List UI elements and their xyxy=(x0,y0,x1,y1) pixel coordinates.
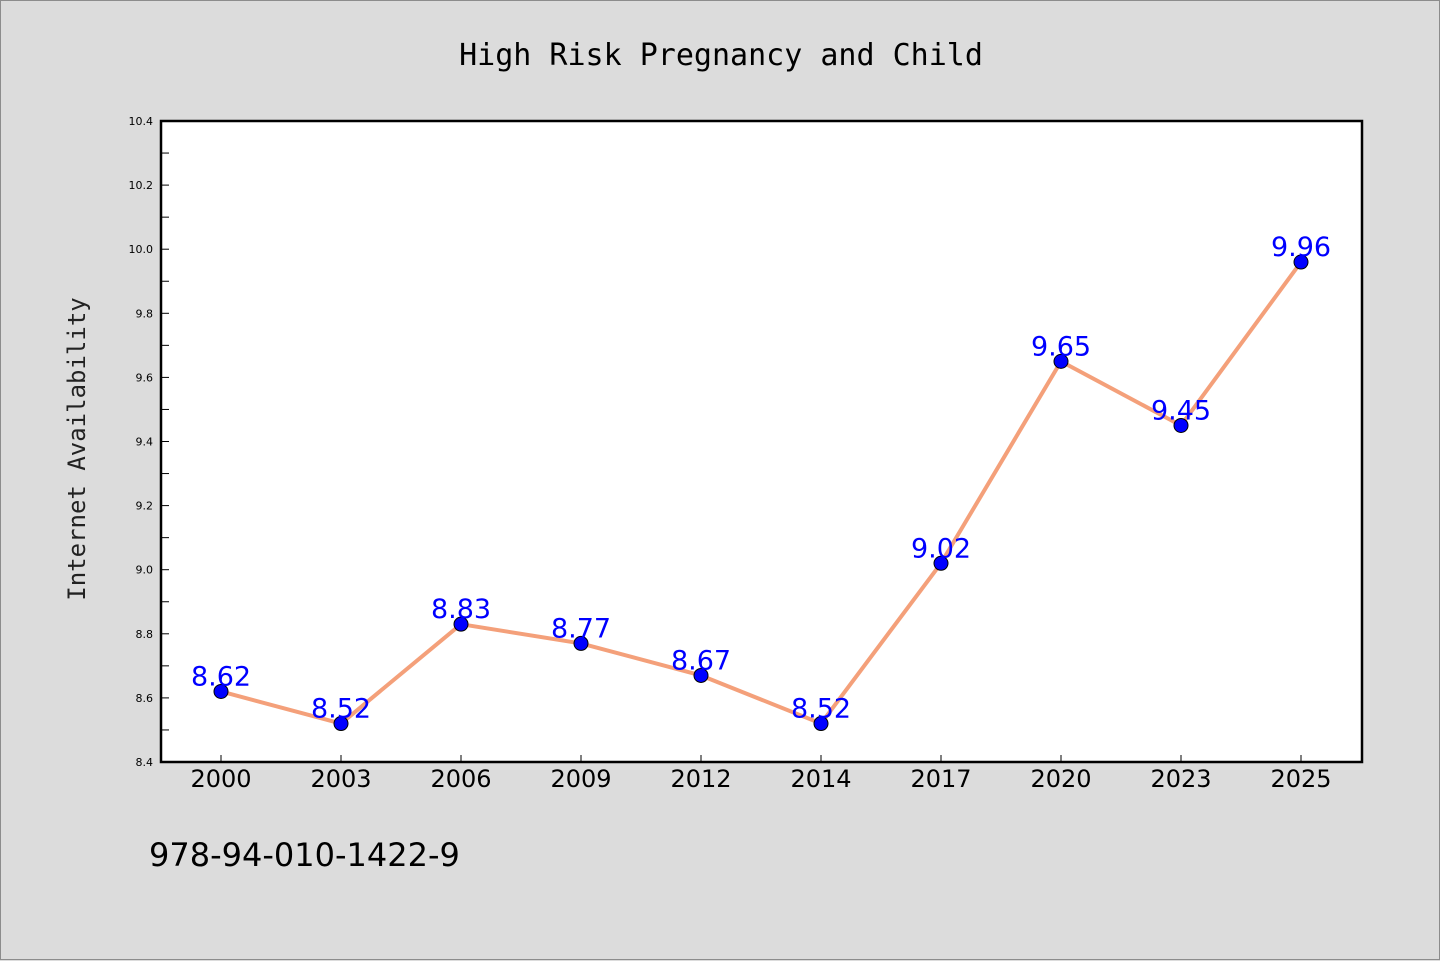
x-tick-label: 2006 xyxy=(430,765,491,793)
data-point xyxy=(453,616,469,632)
data-point xyxy=(1293,254,1309,270)
data-label: 8.77 xyxy=(551,613,611,644)
x-tick-label: 2017 xyxy=(910,765,971,793)
x-tick-label: 2009 xyxy=(550,765,611,793)
plot-area xyxy=(159,119,1364,764)
isbn-text: 978-94-010-1422-9 xyxy=(149,836,460,874)
data-label: 9.96 xyxy=(1271,232,1331,263)
chart-title: High Risk Pregnancy and Child xyxy=(459,38,983,73)
y-axis-label: Internet Availability xyxy=(63,297,91,600)
y-tick-label: 9.2 xyxy=(136,500,154,513)
x-tick-label: 2023 xyxy=(1150,765,1211,793)
data-label: 8.67 xyxy=(671,645,731,676)
data-point xyxy=(213,683,229,699)
x-tick-label: 2014 xyxy=(790,765,851,793)
data-point xyxy=(693,667,709,683)
data-point xyxy=(933,555,949,571)
data-label: 9.02 xyxy=(911,533,971,564)
y-axis: 8.4 8.6 8.8 9.0 9.2 9.4 9.6 9.8 10.0 10.2 10.4 xyxy=(129,115,169,769)
data-point xyxy=(813,716,829,732)
data-label: 9.65 xyxy=(1031,331,1091,362)
y-tick-label: 9.8 xyxy=(136,307,154,320)
y-tick-label: 10.2 xyxy=(129,179,154,192)
x-axis: 2000 2003 2006 2009 2012 2014 2017 2020 2023 2025 xyxy=(190,755,1332,793)
data-label: 8.62 xyxy=(191,661,251,692)
series-line xyxy=(219,260,1303,726)
data-point xyxy=(1173,417,1189,433)
data-point xyxy=(1053,353,1069,369)
y-tick-label: 8.8 xyxy=(136,628,154,641)
data-label: 8.83 xyxy=(431,594,491,625)
series-group: 8.62 8.52 8.83 8.77 8.67 8.52 9.02 9.65 9.45 9.96 xyxy=(191,232,1331,732)
data-label: 8.52 xyxy=(311,694,371,725)
data-label: 8.52 xyxy=(791,694,851,725)
x-tick-label: 2020 xyxy=(1030,765,1091,793)
x-tick-label: 2025 xyxy=(1270,765,1331,793)
y-tick-label: 10.0 xyxy=(129,243,154,256)
data-label: 9.45 xyxy=(1151,395,1211,426)
y-tick-label: 9.4 xyxy=(136,436,154,449)
data-point xyxy=(333,716,349,732)
y-tick-label: 10.4 xyxy=(129,115,154,128)
data-point xyxy=(573,635,589,651)
x-tick-label: 2012 xyxy=(670,765,731,793)
x-tick-label: 2000 xyxy=(190,765,251,793)
y-tick-label: 8.6 xyxy=(136,692,154,705)
y-tick-label: 9.6 xyxy=(136,371,154,384)
y-tick-label: 8.4 xyxy=(136,756,154,769)
x-tick-label: 2003 xyxy=(310,765,371,793)
y-tick-label: 9.0 xyxy=(136,564,154,577)
